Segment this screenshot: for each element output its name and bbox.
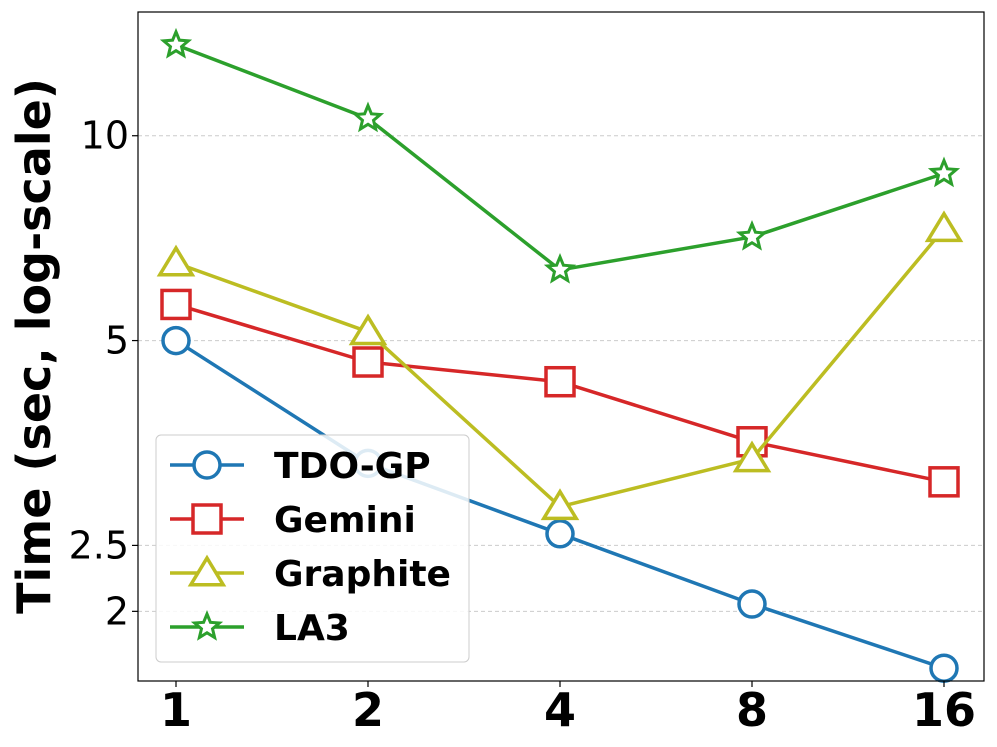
y-tick-label: 5 — [105, 319, 129, 363]
x-axis: 1 2 4 8 16 — [160, 681, 976, 737]
legend-label: Gemini — [274, 500, 416, 541]
x-tick-label: 8 — [736, 683, 768, 737]
legend-box — [155, 434, 470, 663]
legend-label: TDO-GP — [274, 446, 431, 487]
y-axis-label: Time (sec, log-scale) — [7, 78, 61, 614]
data-point — [924, 210, 964, 243]
legend-label: Graphite — [274, 554, 451, 595]
series-la3 — [159, 27, 961, 284]
data-point — [160, 288, 192, 321]
y-tick-label: 10 — [81, 114, 129, 158]
legend-marker — [192, 450, 222, 480]
legend-item: Gemini — [170, 500, 416, 541]
x-tick-label: 1 — [160, 683, 192, 737]
legend-marker — [187, 554, 227, 587]
data-point — [545, 519, 575, 549]
data-point — [543, 252, 577, 284]
x-tick-label: 4 — [544, 683, 576, 737]
legend-item: TDO-GP — [170, 446, 431, 487]
legend-item: Graphite — [170, 554, 451, 595]
data-point — [352, 346, 384, 378]
legend: TDO-GP Gemini Graphite LA3 — [155, 434, 470, 663]
y-axis: 2 2.5 5 10 — [69, 114, 138, 633]
legend-item: LA3 — [170, 608, 350, 649]
y-tick-label: 2 — [105, 589, 129, 633]
data-point — [540, 488, 580, 521]
data-point — [737, 589, 767, 619]
legend-label: LA3 — [274, 608, 350, 649]
data-point — [161, 325, 191, 356]
data-point — [928, 466, 960, 498]
data-point — [732, 440, 772, 473]
data-point — [544, 365, 576, 398]
series-graphite — [156, 210, 964, 521]
data-point — [348, 313, 388, 346]
y-tick-label: 2.5 — [69, 523, 129, 567]
legend-marker — [190, 610, 224, 641]
legend-marker — [191, 503, 223, 535]
x-tick-label: 2 — [352, 683, 384, 737]
data-point — [927, 156, 961, 188]
x-tick-label: 16 — [912, 683, 976, 737]
data-point — [735, 219, 769, 251]
data-point — [929, 653, 959, 683]
plot-frame — [137, 11, 985, 682]
series-gemini — [160, 288, 960, 498]
data-point — [351, 101, 385, 133]
data-point — [156, 244, 196, 277]
data-point — [159, 27, 193, 59]
